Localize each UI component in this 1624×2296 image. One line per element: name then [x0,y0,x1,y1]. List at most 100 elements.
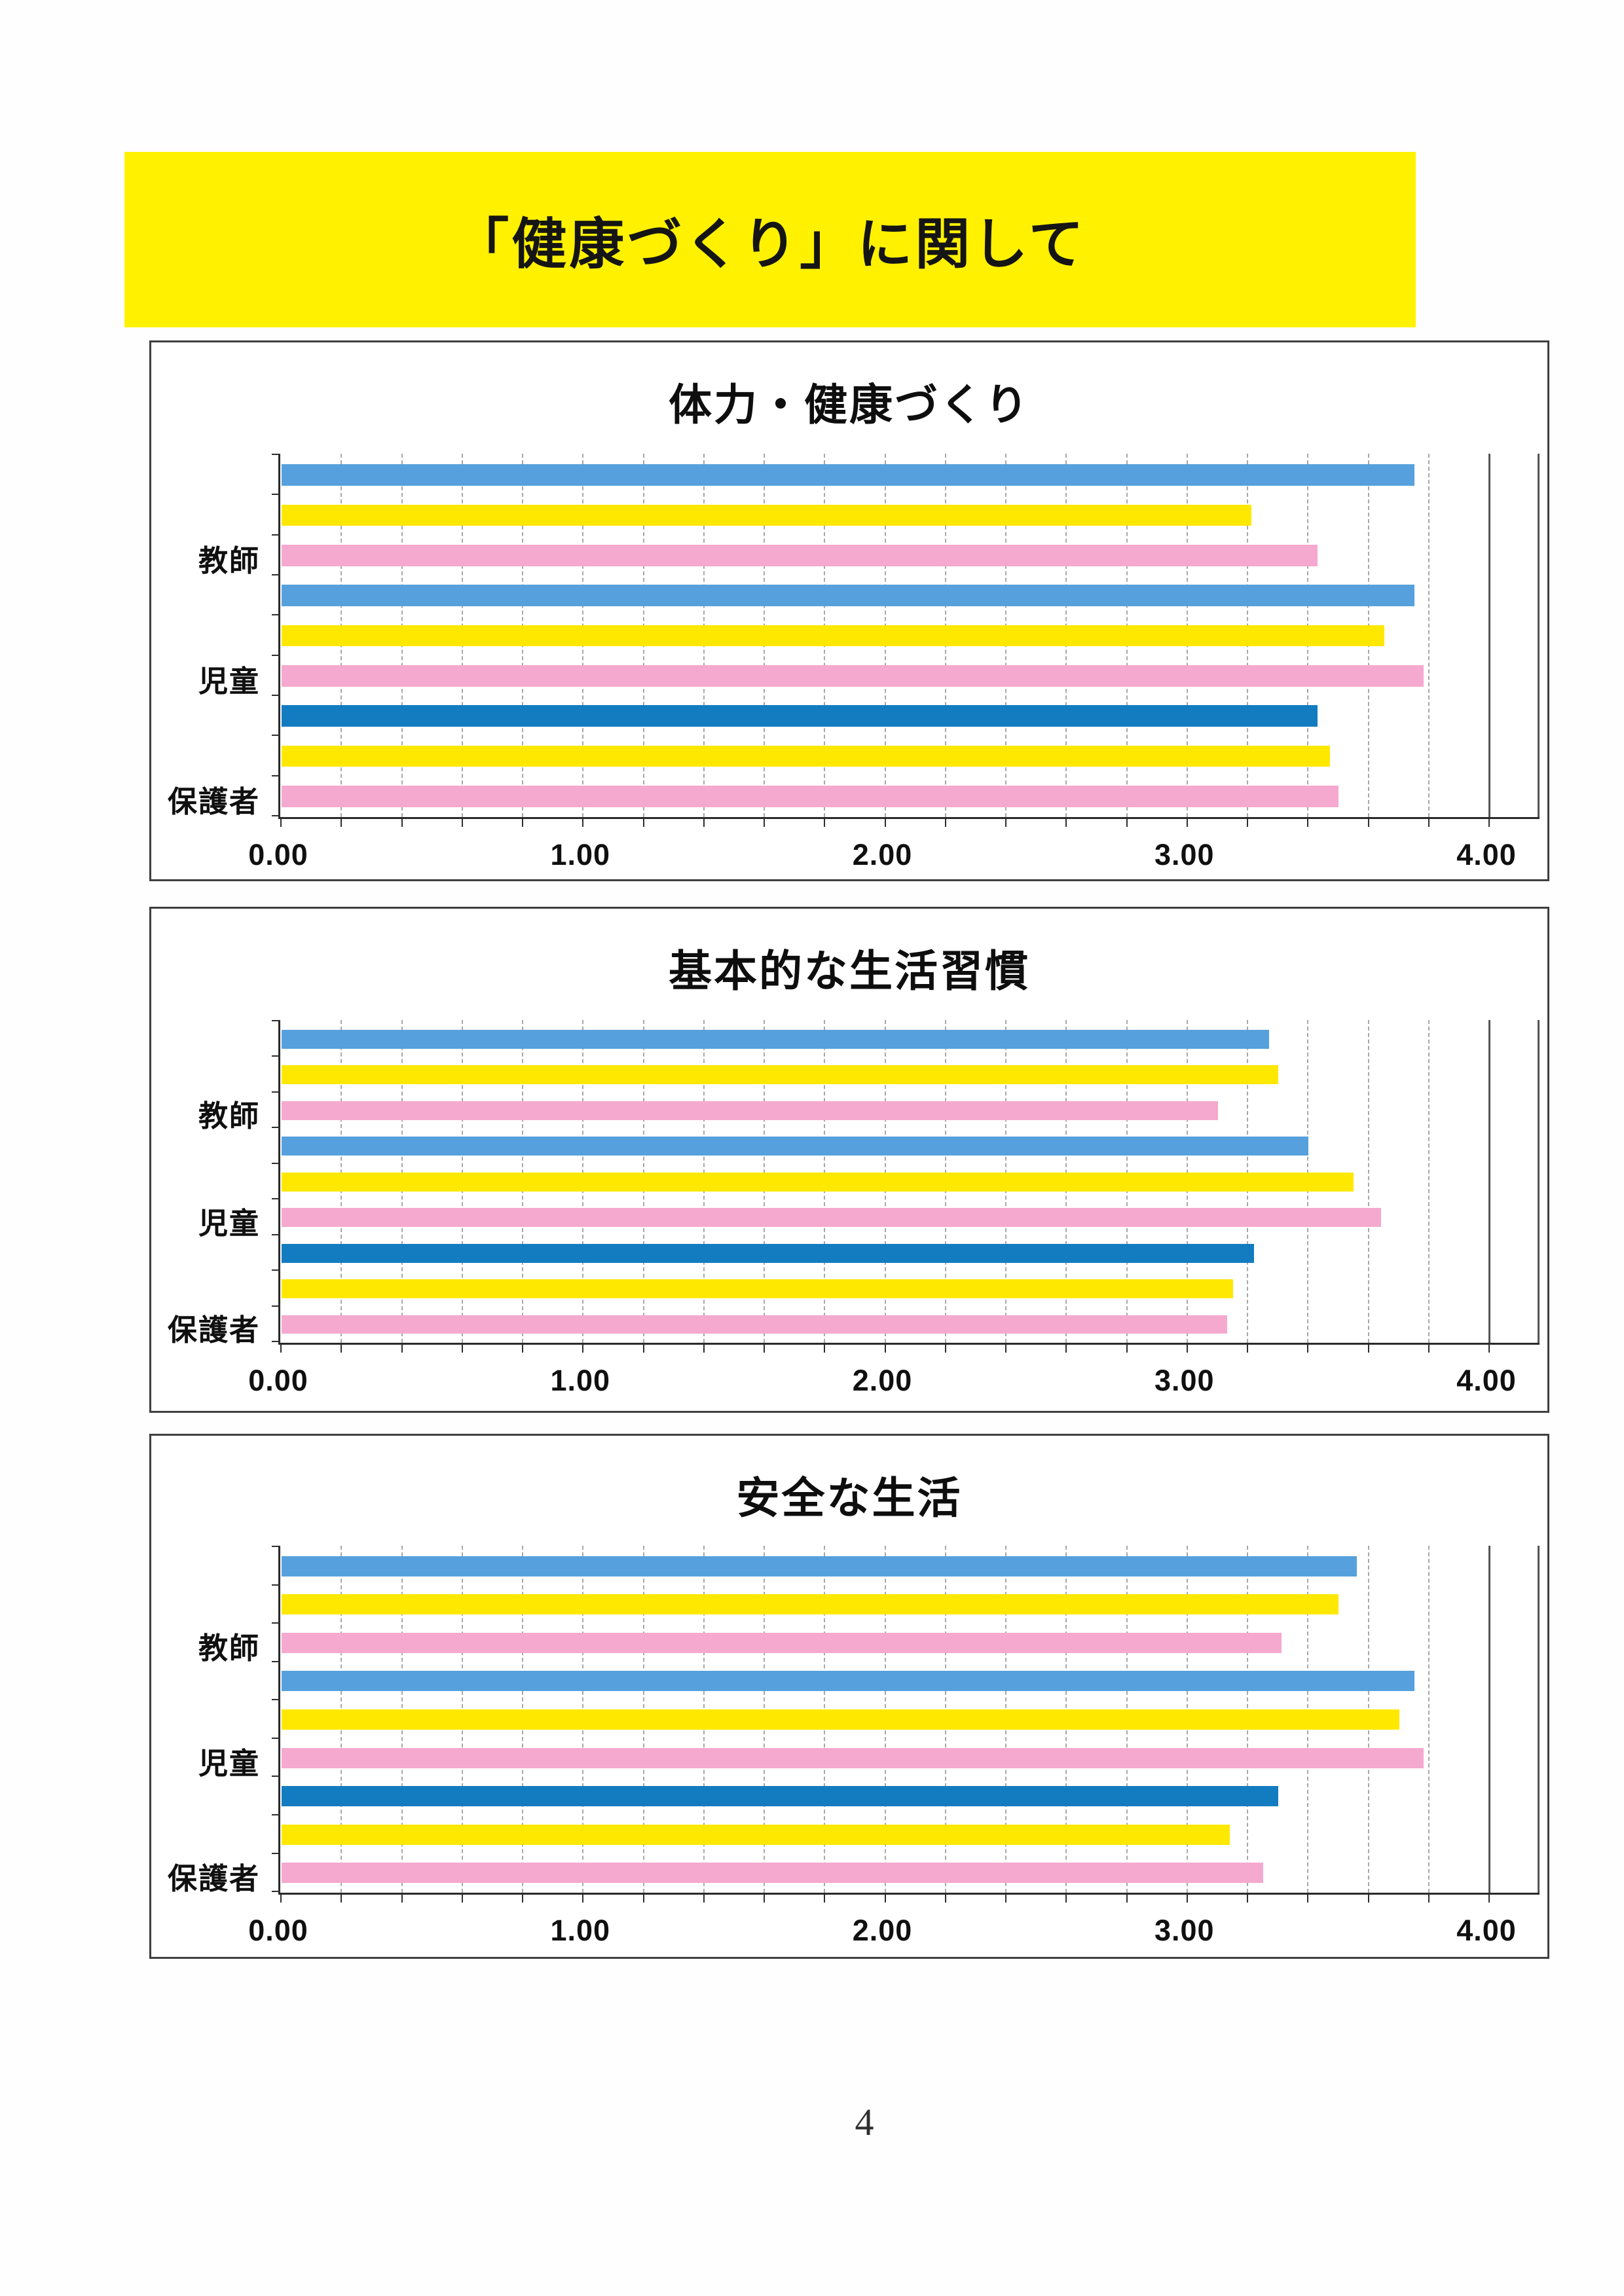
bar-children-pink [282,1208,1381,1228]
x-axis-tick [1488,1895,1490,1903]
y-axis-tick [272,1622,280,1624]
y-axis-tick [272,1127,280,1129]
x-axis-tick [401,819,403,827]
bar-teachers-pink [282,1632,1282,1653]
x-axis-tick [1367,819,1369,827]
category-label-children: 児童 [198,1206,260,1240]
x-axis-tick [341,1895,342,1903]
x-axis-tick [824,819,826,827]
x-axis-tick [1186,819,1188,827]
y-axis-tick [272,1269,280,1271]
bar-teachers-blue [282,464,1414,486]
bar-children-yellow [282,625,1384,647]
x-tick-label: 0.00 [248,1914,308,1947]
x-axis-tick [703,819,705,827]
x-axis-tick [341,819,342,827]
x-axis-tick [522,819,523,827]
x-axis-tick [884,819,886,827]
x-tick-label: 1.00 [550,838,611,871]
x-axis-tick [642,1895,644,1903]
bar-guardians-yellow [282,1279,1233,1298]
chart-title: 体力・健康づくり [669,380,1030,429]
y-axis-tick [272,1776,280,1777]
x-axis-tick [824,1895,826,1903]
y-axis-tick [272,1584,280,1586]
y-axis-tick [272,494,280,496]
y-axis-tick [272,1891,280,1893]
x-tick-label: 0.00 [248,838,308,871]
y-axis-tick [272,614,280,616]
x-tick-label: 4.00 [1456,1914,1517,1947]
y-axis-tick [272,1699,280,1701]
y-axis-tick [272,694,280,696]
x-axis-tick [824,1345,826,1353]
x-axis-tick [764,1895,765,1903]
y-axis-tick [272,1233,280,1235]
bar-guardians-pink [282,1315,1227,1334]
x-axis-tick [582,1895,584,1903]
x-tick-label: 4.00 [1456,838,1517,871]
plot-right-frame [1538,1020,1540,1343]
x-axis-tick [1126,1345,1128,1353]
x-axis-tick [1307,819,1309,827]
x-axis-tick [401,1895,403,1903]
bar-teachers-pink [282,545,1318,566]
bar-guardians-pink [282,786,1339,807]
x-axis-tick [1307,1895,1309,1903]
y-axis-tick [272,1305,280,1307]
x-tick-label: 3.00 [1154,1914,1215,1947]
bar-guardians-yellow [282,1824,1230,1845]
x-axis-tick [522,1345,523,1353]
chart-panel-life-habits: 基本的な生活習慣 教師 児童 保護者 0.00 1.00 2.00 3.00 4.00 [149,907,1549,1413]
bar-children-pink [282,665,1424,687]
x-axis-tick [944,1895,946,1903]
gridline-major [1488,1546,1490,1893]
x-axis-tick [1488,819,1490,827]
y-axis-tick [272,1091,280,1093]
x-axis-tick [703,1895,705,1903]
chart-panel-physical-health: 体力・健康づくり 教師 児童 保護者 0.00 1.00 2.00 3.00 4.00 [149,340,1549,881]
x-axis-tick [1247,1895,1248,1903]
bar-teachers-blue [282,1029,1270,1049]
page-title-banner: 「健康づくり」に関して [124,152,1416,327]
x-axis-tick [944,1345,946,1353]
x-axis-tick [1126,1895,1128,1903]
x-axis-tick [341,1345,342,1353]
x-axis-tick [582,819,584,827]
gridline-major [1488,1020,1490,1343]
x-axis-tick [944,819,946,827]
y-axis-tick [272,1198,280,1200]
bar-children-pink [282,1747,1424,1768]
y-axis-tick [272,735,280,737]
y-axis-tick [272,1162,280,1164]
y-axis-tick [272,1737,280,1739]
category-label-teachers: 教師 [198,1631,260,1666]
x-axis-tick [764,1345,765,1353]
x-tick-label: 2.00 [852,1914,913,1947]
x-axis-tick [1488,1345,1490,1353]
x-axis-tick [1005,1895,1006,1903]
bar-teachers-pink [282,1101,1218,1120]
bar-children-yellow [282,1709,1399,1730]
x-axis-tick [1428,1895,1430,1903]
x-axis-tick [280,819,282,827]
category-label-teachers: 教師 [198,1099,260,1133]
category-label-children: 児童 [198,665,260,699]
bar-chart-plot [272,1546,1540,1903]
x-tick-label: 4.00 [1456,1364,1517,1397]
gridline-major [1488,454,1490,817]
y-axis-tick [272,574,280,575]
y-axis-tick [272,1813,280,1815]
y-axis-tick [272,774,280,776]
x-axis-tick [522,1895,523,1903]
y-axis-tick [272,1055,280,1057]
x-tick-label: 1.00 [550,1914,611,1947]
x-tick-label: 3.00 [1154,838,1215,871]
x-axis-tick [1307,1345,1309,1353]
y-axis-tick [272,534,280,536]
x-axis-tick [1065,819,1067,827]
y-axis-tick [272,1020,280,1021]
x-axis-tick [461,1345,463,1353]
x-axis-tick [461,1895,463,1903]
